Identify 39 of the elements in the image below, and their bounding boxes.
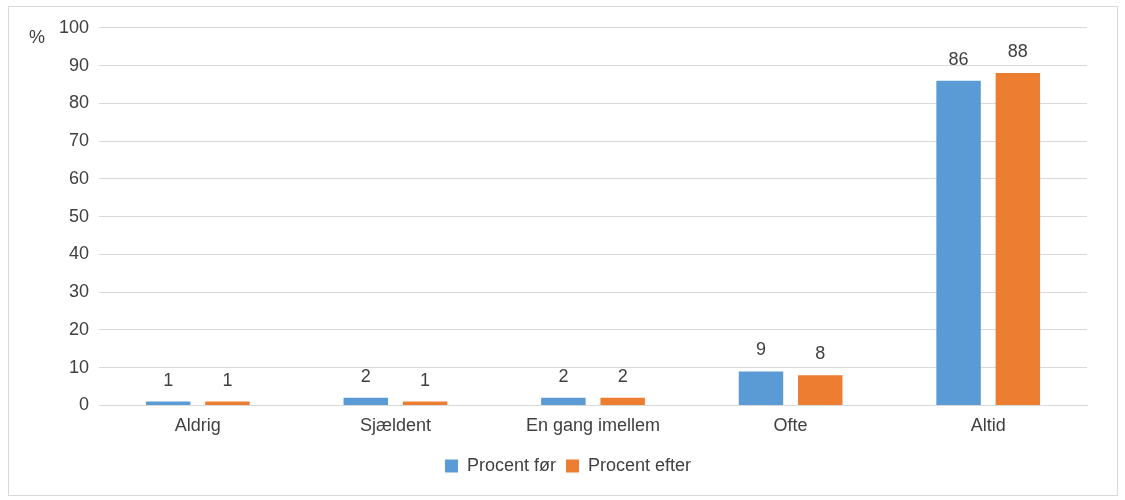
data-label: 2 (617, 365, 628, 386)
bar (145, 401, 191, 405)
x-tick-label: Altid (970, 415, 1006, 436)
y-tick-label: 100 (58, 16, 90, 37)
bar (205, 401, 250, 405)
bar (402, 401, 448, 405)
y-tick-label: 50 (69, 205, 90, 226)
bar (600, 397, 645, 405)
bar (798, 375, 843, 405)
y-axis-title: % (28, 26, 45, 47)
x-tick-label: En gang imellem (525, 415, 661, 436)
y-tick-label: 10 (69, 356, 90, 377)
bar (541, 397, 586, 405)
y-tick-label: 80 (69, 92, 90, 113)
bar (936, 80, 981, 405)
data-label: 8 (815, 343, 826, 364)
y-tick-label: 90 (69, 54, 90, 75)
x-tick-label: Ofte (773, 415, 808, 436)
data-label: 1 (420, 369, 431, 390)
y-tick-label: 0 (79, 394, 90, 415)
y-tick-label: 30 (69, 281, 90, 302)
y-tick-label: 60 (69, 167, 90, 188)
legend-label: Procent efter (587, 454, 692, 475)
legend-label: Procent før (466, 454, 556, 475)
data-label: 2 (558, 365, 569, 386)
data-label: 1 (163, 369, 174, 390)
y-tick-label: 20 (69, 318, 90, 339)
data-label: 9 (755, 339, 766, 360)
x-tick-label: Sjældent (359, 415, 431, 436)
bar (738, 371, 784, 405)
data-label: 2 (360, 365, 371, 386)
y-tick-label: 70 (69, 130, 90, 151)
data-label: 86 (948, 48, 969, 69)
data-label: 88 (1007, 41, 1028, 62)
bar (995, 73, 1041, 405)
bar (343, 397, 389, 405)
y-tick-label: 40 (69, 243, 90, 264)
x-tick-label: Aldrig (174, 415, 221, 436)
data-label: 1 (222, 369, 233, 390)
